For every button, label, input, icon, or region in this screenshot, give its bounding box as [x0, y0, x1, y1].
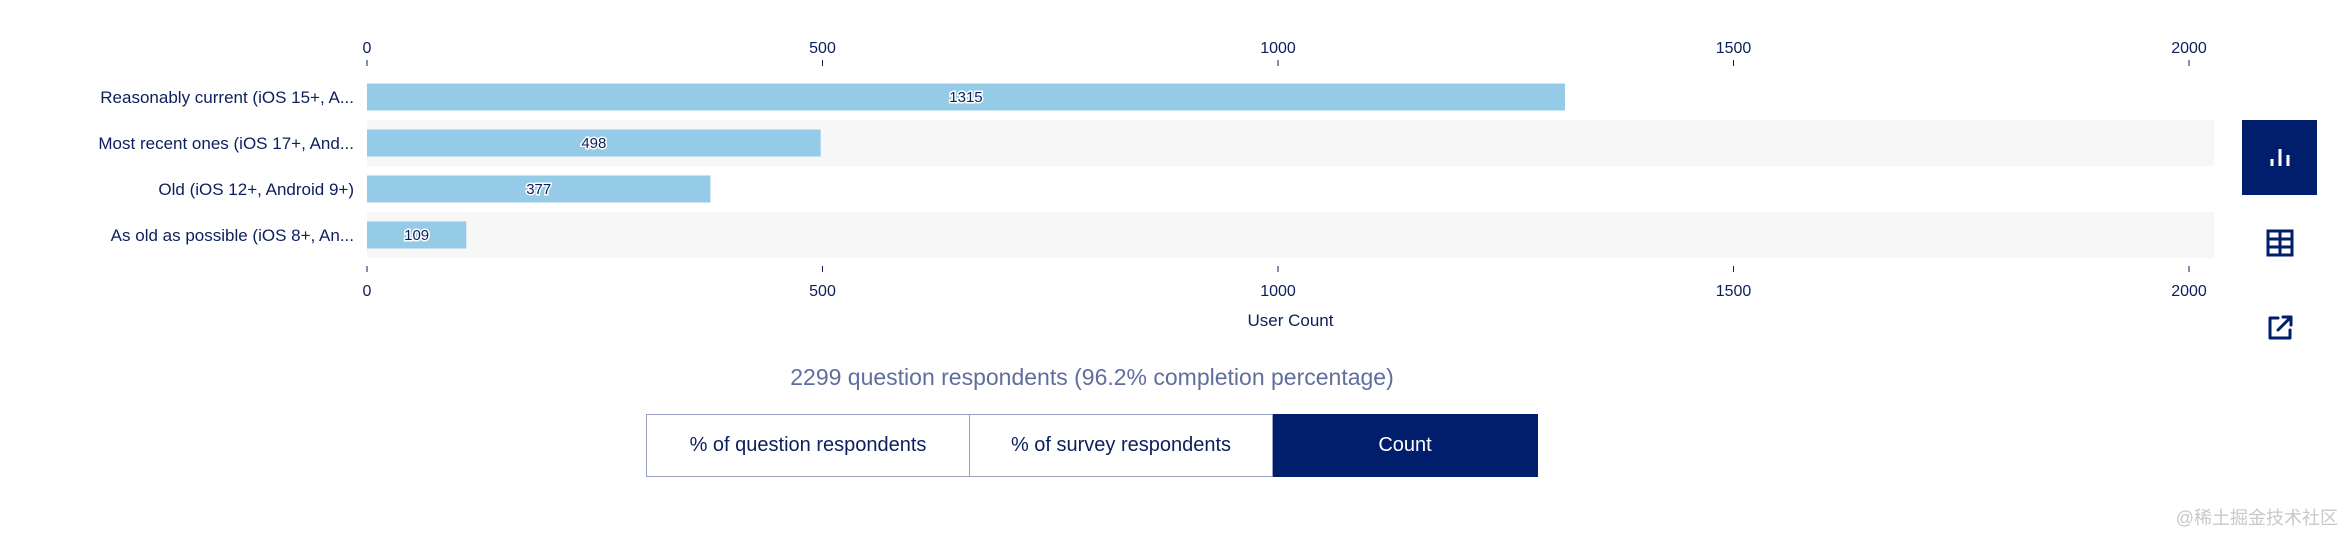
- table-view-button[interactable]: [2242, 205, 2317, 280]
- bar-chart-icon: [2270, 148, 2289, 166]
- top-tick-label: 1000: [1260, 40, 1296, 57]
- bottom-tick-label: 2000: [2171, 283, 2207, 300]
- bar: [367, 129, 821, 157]
- mode-question-respondents[interactable]: % of question respondents: [646, 414, 970, 477]
- bar: [367, 175, 711, 203]
- data-label: 498: [581, 135, 606, 152]
- category-label: Old (iOS 12+, Android 9+): [158, 180, 354, 199]
- bar: [367, 221, 467, 249]
- respondents-summary: 2299 question respondents (96.2% complet…: [790, 364, 1394, 390]
- category-label: As old as possible (iOS 8+, An...: [111, 226, 354, 245]
- data-label: 377: [526, 181, 551, 198]
- bar: [367, 83, 1565, 111]
- chart-view-button[interactable]: [2242, 120, 2317, 195]
- bar-chart: Reasonably current (iOS 15+, A... 1315 Mos…: [98, 40, 2214, 330]
- top-tick-label: 1500: [1716, 40, 1752, 57]
- x-axis-title: User Count: [1248, 311, 1334, 330]
- display-mode-toggle: % of question respondents % of survey re…: [646, 414, 1538, 477]
- bottom-tick-label: 0: [363, 283, 372, 300]
- external-link-icon: [2268, 315, 2292, 339]
- bottom-tick-label: 500: [809, 283, 836, 300]
- mode-survey-respondents[interactable]: % of survey respondents: [970, 414, 1273, 477]
- row-stripe: [367, 212, 2214, 258]
- data-label: 109: [404, 227, 429, 244]
- data-label: 1315: [949, 89, 982, 106]
- category-label: Reasonably current (iOS 15+, A...: [100, 88, 354, 107]
- export-button[interactable]: [2242, 290, 2317, 365]
- mode-count[interactable]: Count: [1273, 414, 1538, 477]
- top-tick-label: 0: [363, 40, 372, 57]
- bottom-tick-label: 1500: [1716, 283, 1752, 300]
- top-tick-label: 500: [809, 40, 836, 57]
- table-icon: [2266, 229, 2293, 256]
- category-label: Most recent ones (iOS 17+, And...: [98, 134, 354, 153]
- bottom-tick-label: 1000: [1260, 283, 1296, 300]
- watermark: @稀土掘金技术社区: [2175, 508, 2338, 528]
- top-tick-label: 2000: [2171, 40, 2207, 57]
